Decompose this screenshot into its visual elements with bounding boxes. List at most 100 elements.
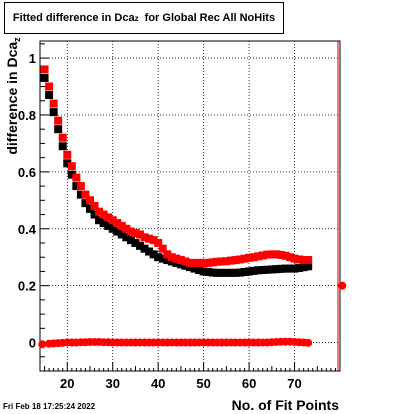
data-point-series-1 [272, 250, 281, 259]
x-tick-label: 30 [105, 376, 119, 391]
data-point-series-1 [163, 250, 172, 259]
data-point-series-0 [236, 268, 244, 277]
data-point-series-1 [199, 258, 208, 267]
data-marks [38, 65, 347, 349]
data-point-series-0 [295, 264, 304, 273]
title-suffix: for Global Rec All NoHits [138, 12, 276, 24]
data-point-series-0 [145, 247, 154, 256]
ylabel-prefix: difference in Dca [4, 41, 20, 155]
timestamp: Fri Feb 18 17:25:24 2022 [3, 402, 96, 411]
data-point-series-0 [95, 216, 104, 225]
data-point-series-1 [54, 116, 63, 125]
y-tick-label: 0.2 [18, 279, 36, 294]
data-point-series-0 [40, 73, 49, 82]
data-point-series-2 [38, 340, 47, 349]
data-point-series-1 [122, 224, 131, 233]
data-point-series-0 [126, 236, 135, 245]
ylabel-sub: z [12, 37, 22, 42]
data-point-series-0 [208, 268, 217, 277]
data-point-series-0 [140, 244, 149, 253]
data-point-series-0 [81, 199, 90, 208]
data-point-series-0 [249, 266, 258, 275]
data-point-series-0 [190, 264, 199, 273]
data-point-series-0 [217, 268, 226, 277]
x-tick-label: 70 [287, 376, 301, 391]
data-point-series-0 [163, 256, 172, 265]
data-point-series-1 [149, 236, 158, 245]
data-point-series-1 [126, 227, 135, 236]
data-point-series-0 [304, 262, 313, 271]
data-point-series-1 [99, 210, 108, 219]
data-point-series-1 [231, 256, 240, 265]
data-point-series-0 [167, 257, 176, 266]
data-point-series-1 [117, 221, 126, 230]
data-point-series-0 [49, 108, 58, 117]
data-point-series-0 [54, 125, 63, 134]
data-point-series-0 [72, 182, 81, 191]
data-point-series-1 [81, 190, 90, 199]
y-tick-label: 0.4 [18, 222, 37, 237]
data-point-series-0 [267, 265, 276, 274]
data-point-series-1 [295, 255, 304, 264]
data-point-series-1 [176, 256, 185, 265]
data-point-series-1 [67, 162, 76, 171]
y-tick-label: 0.6 [18, 165, 36, 180]
data-point-series-1 [145, 234, 154, 243]
data-point-series-0 [258, 266, 267, 275]
data-point-series-1 [181, 257, 190, 266]
data-point-series-0 [117, 230, 126, 239]
data-point-series-1 [49, 99, 58, 108]
data-point-series-1 [136, 230, 144, 239]
data-point-series-0 [176, 260, 185, 269]
data-point-series-1 [95, 207, 104, 216]
data-point-series-0 [86, 204, 94, 213]
data-point-series-1 [63, 150, 72, 159]
data-point-series-0 [149, 250, 158, 259]
x-tick-label: 20 [60, 376, 74, 391]
data-point-series-0 [240, 268, 249, 276]
title-box: Fitted difference in Dca z for Global Rec… [4, 2, 284, 34]
data-point-series-0 [263, 265, 272, 274]
data-point-series-1 [204, 258, 213, 267]
data-point-series-1 [263, 250, 272, 259]
data-point-series-1 [290, 254, 299, 263]
title-prefix: Fitted difference in Dca [12, 12, 135, 24]
data-point-series-1 [140, 233, 149, 242]
y-tick-label: 0 [29, 336, 36, 351]
data-point-series-1 [222, 257, 231, 266]
data-point-series-0 [99, 219, 108, 228]
data-point-series-1 [45, 82, 54, 91]
data-point-series-0 [67, 170, 76, 179]
data-point-series-0 [63, 159, 72, 168]
data-point-series-1 [281, 251, 290, 260]
data-point-series-0 [154, 253, 163, 262]
data-point-series-1 [190, 258, 199, 267]
data-point-series-1 [226, 256, 235, 265]
data-point-series-1 [267, 250, 276, 259]
data-point-series-1 [299, 256, 308, 265]
data-point-series-1 [195, 258, 204, 267]
data-point-series-0 [231, 268, 240, 277]
tick-labels: 20 30 40 50 60 70 0 0.2 0.4 0.6 0.8 1 [18, 51, 302, 391]
x-tick-label: 60 [242, 376, 256, 391]
data-point-series-1 [40, 65, 49, 74]
data-point-series-0 [113, 227, 122, 236]
x-tick-label: 40 [151, 376, 165, 391]
data-point-series-1 [72, 173, 81, 182]
data-point-series-1 [113, 219, 122, 228]
data-point-series-1 [304, 256, 313, 265]
data-point-series-1 [217, 257, 226, 266]
x-tick-label: 50 [196, 376, 210, 391]
data-point-series-1 [254, 252, 263, 261]
data-point-series-0 [172, 258, 181, 267]
data-point-series-1 [258, 251, 267, 260]
y-tick-label: 0.8 [18, 108, 36, 123]
data-point-series-1 [158, 244, 167, 253]
data-point-series-3 [338, 281, 347, 290]
data-point-series-0 [181, 261, 190, 270]
data-point-series-1 [104, 213, 113, 222]
axis-ticks [40, 43, 341, 372]
data-point-series-1 [245, 253, 254, 262]
data-point-series-1 [167, 253, 176, 262]
